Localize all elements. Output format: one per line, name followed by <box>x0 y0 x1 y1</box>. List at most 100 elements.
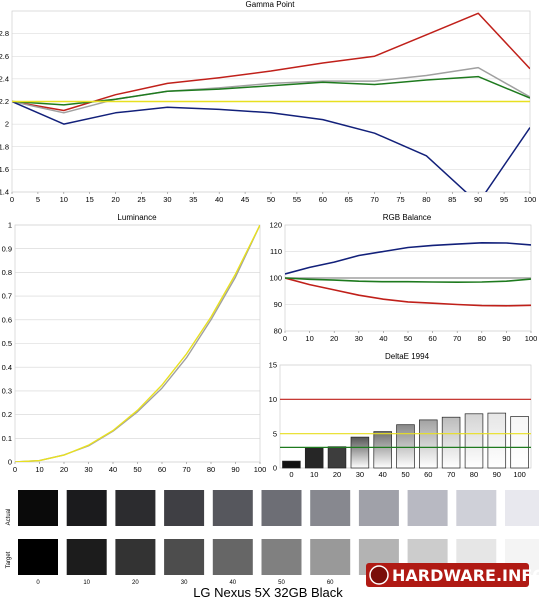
luminance-chart: 00.10.20.30.40.50.60.70.80.910 10 20 30 40 50… <box>2 221 267 474</box>
x-tick-label: 50 <box>404 334 412 343</box>
swatch-actual <box>261 490 302 526</box>
x-tick-label: 60 <box>424 470 432 479</box>
luminance-title: Luminance <box>117 213 157 222</box>
x-tick-label: 55 <box>293 195 301 204</box>
x-tick-label: 50 <box>133 465 141 474</box>
x-tick-label: 100 <box>254 465 267 474</box>
swatch-actual <box>456 490 497 526</box>
y-tick-label: 0.3 <box>2 387 12 396</box>
deltae-bar <box>350 436 370 469</box>
deltae-bar <box>464 413 484 469</box>
x-tick-label: 65 <box>345 195 353 204</box>
x-tick-label: 40 <box>215 195 223 204</box>
series-line-yellow <box>15 225 260 462</box>
x-tick-label: 70 <box>182 465 190 474</box>
y-tick-label: 2.8 <box>0 29 9 38</box>
y-tick-label: 2.2 <box>0 97 9 106</box>
y-tick-label: 1.8 <box>0 142 9 151</box>
swatch-target <box>212 539 253 575</box>
swatch-label: 40 <box>229 580 236 586</box>
swatch-target <box>115 539 156 575</box>
swatch-label: 30 <box>181 580 188 586</box>
x-tick-label: 40 <box>109 465 117 474</box>
y-tick-label: 0.8 <box>2 268 12 277</box>
swatch-actual <box>310 490 351 526</box>
hardware-info-logo: HARDWARE.INFO <box>366 563 539 587</box>
logo-badge <box>366 563 529 587</box>
x-tick-label: 50 <box>267 195 275 204</box>
swatch-label: 50 <box>278 580 285 586</box>
y-tick-label: 0.6 <box>2 315 12 324</box>
x-tick-label: 25 <box>137 195 145 204</box>
y-tick-label: 1.6 <box>0 165 9 174</box>
x-tick-label: 10 <box>60 195 68 204</box>
y-tick-label: 0.5 <box>2 339 12 348</box>
x-tick-label: 20 <box>333 470 341 479</box>
y-tick-label: 120 <box>269 221 282 230</box>
y-tick-label: 110 <box>270 247 282 256</box>
y-tick-label: 100 <box>269 274 282 283</box>
series-line-red <box>12 12 530 112</box>
y-tick-label: 15 <box>269 361 277 370</box>
y-tick-label: 1 <box>8 221 12 230</box>
series-line-blue <box>285 242 531 275</box>
y-tick-label: 90 <box>274 300 282 309</box>
y-tick-label: 0.7 <box>2 292 12 301</box>
grayscale-swatches: 0 10 20 30 40 50 60 <box>18 490 539 586</box>
x-tick-label: 85 <box>448 195 456 204</box>
x-tick-label: 20 <box>111 195 119 204</box>
deltae-bar <box>510 416 529 469</box>
x-tick-label: 0 <box>283 334 287 343</box>
x-tick-label: 90 <box>493 470 501 479</box>
x-tick-label: 0 <box>13 465 17 474</box>
swatch-label: 10 <box>83 580 90 586</box>
series-group <box>12 12 530 192</box>
series-line-red <box>285 277 531 307</box>
x-tick-label: 95 <box>500 195 508 204</box>
x-tick-label: 90 <box>474 195 482 204</box>
y-tick-label: 0 <box>8 458 12 467</box>
x-tick-label: 45 <box>241 195 249 204</box>
swatch-row-label-target: Target <box>6 551 12 568</box>
x-tick-label: 40 <box>379 470 387 479</box>
series-group <box>15 225 260 462</box>
rgb-balance-title: RGB Balance <box>383 213 432 222</box>
deltae-bar <box>441 416 461 469</box>
deltae-bar <box>487 412 507 469</box>
swatch-actual <box>358 490 399 526</box>
deltae-bar <box>396 424 415 469</box>
swatch-actual <box>407 490 448 526</box>
x-tick-label: 60 <box>319 195 327 204</box>
swatch-row-label-actual: Actual <box>6 509 12 526</box>
y-tick-label: 80 <box>274 327 282 336</box>
x-tick-label: 100 <box>524 195 537 204</box>
swatch-actual <box>164 490 205 526</box>
x-tick-label: 5 <box>36 195 40 204</box>
y-tick-label: 2.4 <box>0 74 9 83</box>
x-tick-label: 75 <box>396 195 404 204</box>
swatch-actual <box>66 490 107 526</box>
x-tick-label: 70 <box>447 470 455 479</box>
x-tick-label: 30 <box>356 470 364 479</box>
gamma-chart: 1.4 1.6 1.8 2 2.2 2.4 2.6 2.8 0 5 10 15 20 25 30 35 40 45… <box>0 10 537 204</box>
x-tick-label: 70 <box>453 334 461 343</box>
x-tick-label: 10 <box>35 465 43 474</box>
x-tick-label: 100 <box>513 470 526 479</box>
deltae-chart: 0 5 10 15 0 10 20 30 40 50 60 70 80 90 100 <box>269 361 532 479</box>
x-tick-label: 80 <box>470 470 478 479</box>
series-group <box>285 242 531 307</box>
swatch-target <box>164 539 205 575</box>
deltae-bar <box>419 419 438 469</box>
logo-emblem-icon <box>369 565 389 585</box>
x-tick-label: 60 <box>158 465 166 474</box>
deltae-bar <box>327 446 347 469</box>
y-tick-label: 0.1 <box>2 434 12 443</box>
x-tick-label: 70 <box>370 195 378 204</box>
deltae-title: DeltaE 1994 <box>385 352 430 361</box>
y-tick-label: 10 <box>269 395 277 404</box>
deltae-bar <box>304 447 324 469</box>
x-tick-label: 20 <box>330 334 338 343</box>
x-tick-label: 30 <box>355 334 363 343</box>
swatch-target <box>261 539 302 575</box>
